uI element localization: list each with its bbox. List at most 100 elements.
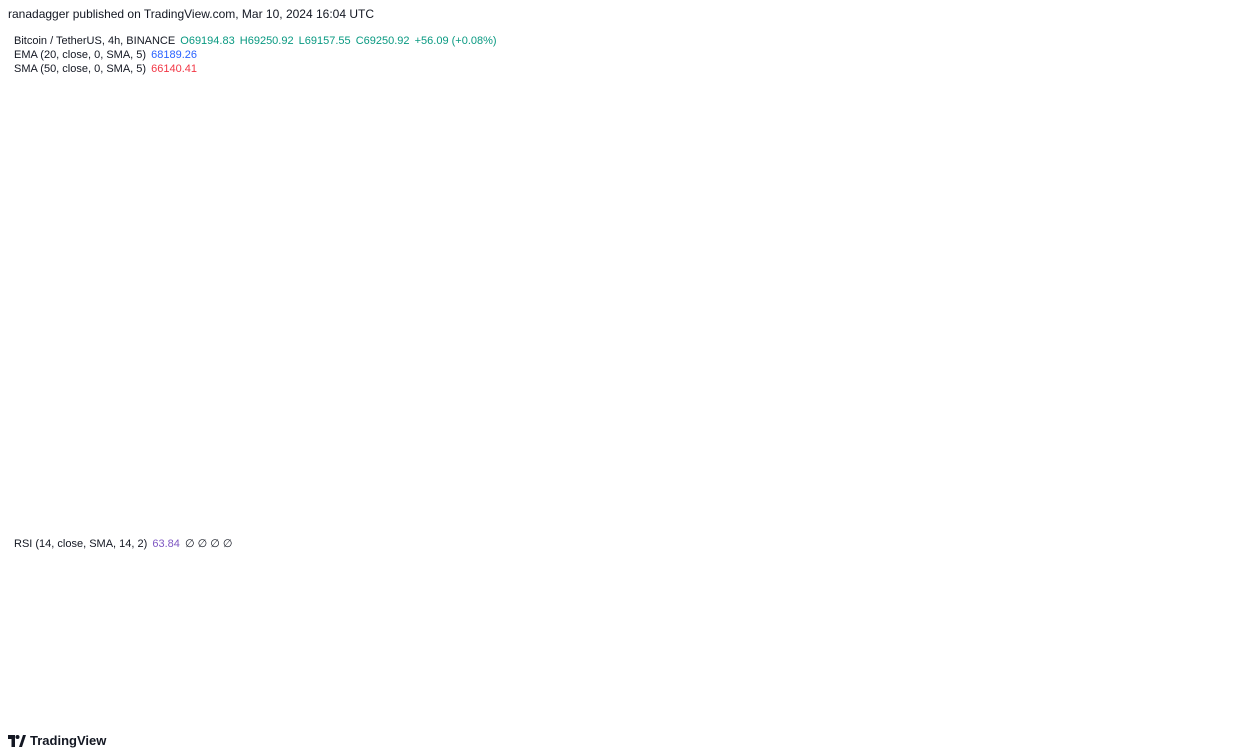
lightning-icon[interactable] (1089, 511, 1105, 527)
rsi-legend[interactable]: RSI (14, close, SMA, 14, 2) 63.84 ∅ ∅ ∅ … (14, 537, 232, 551)
candle-body (907, 102, 911, 104)
moving-averages (7, 77, 1091, 497)
candle-body (710, 260, 714, 267)
candle-body (1078, 65, 1082, 71)
sma-tag-text: SMA:MA (1142, 118, 1183, 130)
rsi-axis[interactable]: 80.00 60.00 40.00 (1194, 562, 1222, 672)
candle-body (59, 489, 63, 493)
candle-body (1041, 68, 1045, 79)
candle-body (273, 387, 277, 392)
candle-body (614, 352, 618, 356)
candle-body (945, 141, 949, 146)
candle-body (299, 349, 303, 359)
candle-body (715, 252, 719, 261)
candle-body (118, 437, 122, 442)
candle-body (401, 357, 405, 359)
candle-body (33, 493, 37, 495)
candle-body (513, 353, 517, 360)
candle-body (774, 181, 778, 190)
candle-body (17, 496, 21, 498)
rsi-tick-label: 80.00 (1194, 562, 1222, 574)
candle-body (491, 350, 495, 354)
candle-body (763, 171, 767, 178)
lightning-bolt-icon (1094, 514, 1100, 524)
ohlc-low: L69157.55 (298, 35, 351, 47)
price-tick-label: 60000.00 (1196, 210, 1242, 222)
candle-body (379, 351, 383, 355)
candle-body (635, 350, 639, 355)
candle-body (225, 372, 229, 374)
candle-body (721, 243, 725, 253)
candle-body (97, 461, 101, 467)
time-tick-label: 19 (418, 707, 430, 719)
time-tick-label: 11 (1090, 707, 1101, 719)
candle-body (27, 493, 31, 495)
candle-body (881, 153, 885, 167)
rsi-overbought-fill (874, 542, 923, 592)
ema-line (7, 77, 1091, 497)
candle-body (150, 413, 154, 417)
candle-body (779, 188, 783, 190)
candle-body (742, 204, 746, 212)
candle-body (875, 166, 879, 179)
candle-body (838, 176, 842, 188)
candle-body (897, 123, 901, 131)
candle-body (955, 119, 959, 134)
ohlc-high: H69250.92 (239, 35, 294, 47)
candle-body (267, 391, 271, 396)
sma-legend[interactable]: SMA (50, close, 0, SMA, 5) 66140.41 (14, 62, 197, 76)
candle-body (523, 353, 527, 358)
symbol-tag-text: BTCUSDT (1134, 58, 1184, 70)
candle-body (113, 441, 117, 452)
price-axis[interactable]: 64000.00 62000.00 60000.00 58000.00 56000.00… (1196, 144, 1242, 517)
candle-body (390, 352, 394, 357)
candle-body (667, 316, 671, 325)
candle-body (241, 382, 245, 384)
candle-body (1019, 62, 1023, 74)
candle-body (369, 345, 373, 348)
candle-body (737, 211, 741, 222)
candle-body (214, 373, 218, 384)
candle-body (1083, 69, 1087, 71)
candle-body (86, 470, 90, 479)
candle-body (555, 360, 559, 362)
tradingview-logo-icon (8, 734, 26, 747)
candle-body (443, 351, 447, 355)
ema-legend[interactable]: EMA (20, close, 0, SMA, 5) 68189.26 (14, 48, 197, 62)
rsi-overbought-fill (725, 545, 822, 592)
rsi-overbought-fill (826, 584, 846, 592)
rsi-tick-label: 40.00 (1194, 660, 1222, 672)
candle-body (358, 342, 362, 345)
sma-line (7, 112, 1091, 497)
time-axis[interactable]: 8 12 15 19 22 26 Mar 4 7 11 (69, 707, 1102, 719)
candle-body (353, 342, 357, 351)
candle-body (161, 405, 165, 412)
symbol-title[interactable]: Bitcoin / TetherUS, 4h, BINANCE (14, 35, 176, 47)
candle-body (1014, 73, 1018, 78)
rsi-overbought-fill (72, 547, 198, 592)
level-price-badge-text: 48970.00 (1195, 390, 1239, 402)
last-price-change: +60.33% (1196, 70, 1238, 82)
symbol-legend: Bitcoin / TetherUS, 4h, BINANCE O69194.8… (14, 34, 497, 48)
time-tick-label: 22 (514, 707, 526, 719)
candle-body (785, 188, 789, 193)
candle-body (827, 175, 831, 188)
rsi-tag-bg (1162, 598, 1186, 614)
candle-body (139, 414, 143, 422)
candle-body (486, 350, 490, 354)
candle-body (38, 492, 42, 495)
candle-body (577, 360, 581, 363)
candle-body (587, 363, 591, 365)
candle-body (859, 176, 863, 183)
candle-body (699, 268, 703, 273)
rsi-tag-text: RSI (1165, 601, 1183, 613)
candle-body (219, 372, 223, 374)
candle-body (1046, 64, 1050, 79)
candle-body (1067, 60, 1071, 63)
tradingview-footer[interactable]: TradingView (8, 733, 106, 748)
price-tick-label: 52000.00 (1196, 341, 1242, 353)
candle-body (673, 305, 677, 317)
currency-selector[interactable] (1189, 29, 1247, 53)
candle-body (470, 345, 474, 351)
